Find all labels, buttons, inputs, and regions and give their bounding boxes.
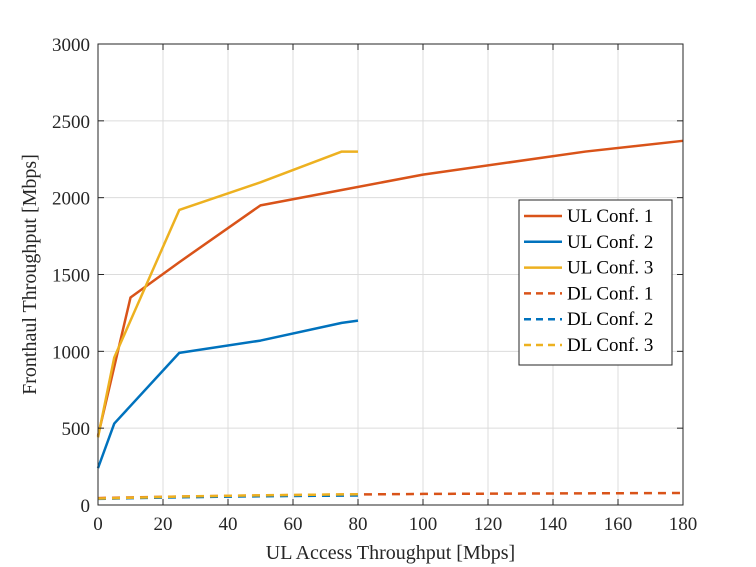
legend-label: DL Conf. 2 [567, 309, 653, 330]
x-tick-label: 100 [409, 514, 438, 535]
x-tick-label: 20 [154, 514, 173, 535]
x-tick-label: 140 [539, 514, 568, 535]
y-tick-label: 2000 [52, 189, 90, 210]
x-tick-label: 60 [284, 514, 303, 535]
x-tick-label: 80 [349, 514, 368, 535]
y-tick-label: 1000 [52, 342, 90, 363]
x-tick-label: 40 [219, 514, 238, 535]
axis-ticks: 0 20 40 60 80 100 120 140 160 180 0 500 1000 1500 2000… [52, 35, 697, 535]
x-tick-label: 0 [93, 514, 103, 535]
legend-label: UL Conf. 2 [567, 232, 653, 253]
y-tick-label: 500 [62, 419, 91, 440]
x-tick-label: 180 [669, 514, 698, 535]
series-line-6 [97, 492, 359, 500]
legend: UL Conf. 1 UL Conf. 2 UL Conf. 3 DL Conf. 1… [518, 199, 673, 366]
series-line-2 [96, 319, 359, 469]
legend-label: DL Conf. 1 [567, 283, 653, 304]
x-tick-label: 160 [604, 514, 633, 535]
y-tick-label: 1500 [52, 266, 90, 287]
legend-box [518, 199, 673, 366]
legend-label: DL Conf. 3 [567, 335, 653, 356]
legend-label: UL Conf. 3 [567, 258, 653, 279]
x-axis-label: UL Access Throughput [Mbps] [266, 542, 515, 564]
y-tick-label: 2500 [52, 112, 90, 133]
legend-label: UL Conf. 1 [567, 206, 653, 227]
series-line-3 [96, 150, 358, 438]
x-tick-label: 120 [474, 514, 503, 535]
series-line-1 [96, 139, 684, 437]
y-tick-label: 3000 [52, 35, 90, 56]
series-lines [96, 139, 684, 501]
y-axis-label: Fronthaul Throughput [Mbps] [19, 154, 41, 395]
y-tick-label: 0 [81, 496, 91, 517]
